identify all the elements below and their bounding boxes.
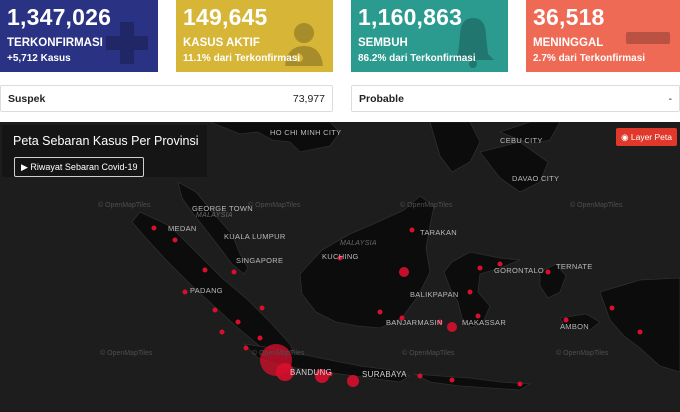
stat-cards: 1,347,026 TERKONFIRMASI +5,712 Kasus 149… <box>0 0 680 74</box>
marker-kalbar <box>337 255 343 261</box>
marker-papua <box>637 329 643 335</box>
probable-label: Probable <box>359 93 404 105</box>
city-makassar: MAKASSAR <box>462 318 507 327</box>
layer-button[interactable]: ◉ Layer Peta <box>616 128 677 146</box>
tiles-credit: © OpenMapTiles <box>100 350 153 357</box>
marker-malut <box>545 269 551 275</box>
marker-gorontalo <box>477 265 483 271</box>
marker-sumbar <box>182 289 188 295</box>
city-singapore: SINGAPORE <box>236 256 284 265</box>
tiles-credit: © OpenMapTiles <box>402 350 455 357</box>
map-title: Peta Sebaran Kasus Per Provinsi <box>13 134 199 148</box>
probable-box: Probable - <box>351 85 680 112</box>
city-padang: PADANG <box>190 286 223 295</box>
marker-bengkulu <box>219 329 225 335</box>
marker-bali <box>417 373 423 379</box>
card-label: KASUS AKTIF <box>183 37 260 49</box>
marker-kepri <box>231 269 237 275</box>
city-ambon: AMBON <box>560 322 590 331</box>
city-davao: DAVAO CITY <box>512 174 560 183</box>
map-land <box>131 122 680 391</box>
card-sub: 86.2% dari Terkonfirmasi <box>358 53 476 64</box>
layer-icon: ◉ <box>621 132 631 142</box>
tiles-credit: © OpenMapTiles <box>556 350 609 357</box>
card-label: MENINGGAL <box>533 37 604 49</box>
city-kuala-lumpur: KUALA LUMPUR <box>224 232 286 241</box>
marker-sultra <box>475 313 481 319</box>
map-header: Peta Sebaran Kasus Per Provinsi ▶ Riwaya… <box>2 125 207 177</box>
card-sub: 2.7% dari Terkonfirmasi <box>533 53 646 64</box>
province-map[interactable]: Peta Sebaran Kasus Per Provinsi ▶ Riwaya… <box>0 122 680 412</box>
marker-sumsel <box>235 319 241 325</box>
city-medan: MEDAN <box>168 224 197 233</box>
marker-ntt <box>517 381 523 387</box>
plus-icon <box>106 22 148 64</box>
card-value: 1,347,026 <box>7 4 112 30</box>
marker-papbar <box>609 305 615 311</box>
patient-icon <box>285 23 323 66</box>
city-hcm: HO CHI MINH CITY <box>270 128 342 137</box>
card-value: 1,160,863 <box>358 4 463 30</box>
marker-sulbar <box>437 319 443 325</box>
city-bandung: BANDUNG <box>290 368 333 377</box>
card-kasus-aktif[interactable]: 149,645 KASUS AKTIF 11.1% dari Terkonfir… <box>176 0 333 72</box>
marker-lampung <box>257 335 263 341</box>
marker-kalteng <box>377 309 383 315</box>
marker-jawa-tengah <box>315 369 329 383</box>
card-sub: 11.1% dari Terkonfirmasi <box>183 53 301 64</box>
city-cebu: CEBU CITY <box>500 136 543 145</box>
marker-jawa-barat <box>276 363 294 381</box>
marker-sulut <box>497 261 503 267</box>
tiles-credit: © OpenMapTiles <box>248 202 301 209</box>
tiles-credit: © OpenMapTiles <box>400 202 453 209</box>
marker-sulsel <box>447 322 457 332</box>
card-terkonfirmasi[interactable]: 1,347,026 TERKONFIRMASI +5,712 Kasus <box>0 0 158 72</box>
city-kuching: KUCHING <box>322 252 359 261</box>
marker-banten <box>243 345 249 351</box>
city-balikpapan: BALIKPAPAN <box>410 290 459 299</box>
marker-aceh <box>151 225 157 231</box>
suspek-value: 73,977 <box>292 93 325 105</box>
marker-ntb <box>449 377 455 383</box>
city-george-town: GEORGE TOWN <box>192 204 253 213</box>
marker-sumut <box>172 237 178 243</box>
marker-sulteng <box>467 289 473 295</box>
marker-kalsel <box>399 315 405 321</box>
suspek-box: Suspek 73,977 <box>0 85 333 112</box>
card-label: TERKONFIRMASI <box>7 37 103 49</box>
city-tarakan: TARAKAN <box>420 228 457 237</box>
bell-icon <box>452 18 494 68</box>
history-button[interactable]: ▶ Riwayat Sebaran Covid-19 <box>14 157 145 177</box>
minus-icon <box>626 32 670 44</box>
marker-jambi <box>212 307 218 313</box>
marker-kaltara <box>409 227 415 233</box>
city-surabaya: SURABAYA <box>362 370 407 379</box>
marker-diy <box>327 371 333 377</box>
tiles-credit: © OpenMapTiles <box>98 202 151 209</box>
marker-maluku <box>563 317 569 323</box>
tiles-credit: © OpenMapTiles <box>252 350 305 357</box>
card-meninggal[interactable]: 36,518 MENINGGAL 2.7% dari Terkonfirmasi <box>526 0 680 72</box>
city-ternate: TERNATE <box>556 262 593 271</box>
card-value: 36,518 <box>533 4 605 30</box>
card-sub: +5,712 Kasus <box>7 53 71 64</box>
play-icon: ▶ <box>21 162 31 172</box>
country-malaysia: MALAYSIA <box>196 212 233 219</box>
city-gorontalo: GORONTALO <box>494 266 545 275</box>
marker-riau <box>202 267 208 273</box>
suspek-label: Suspek <box>8 93 46 105</box>
card-label: SEMBUH <box>358 37 408 49</box>
probable-value: - <box>668 93 673 105</box>
case-markers <box>151 225 643 387</box>
card-value: 149,645 <box>183 4 268 30</box>
marker-babel <box>259 305 265 311</box>
city-banjarmasin: BANJARMASIN <box>386 318 443 327</box>
marker-kaltim <box>399 267 409 277</box>
card-sembuh[interactable]: 1,160,863 SEMBUH 86.2% dari Terkonfirmas… <box>351 0 508 72</box>
country-malaysia-2: MALAYSIA <box>340 240 377 247</box>
tiles-credit: © OpenMapTiles <box>570 202 623 209</box>
marker-jawa-timur <box>347 375 359 387</box>
